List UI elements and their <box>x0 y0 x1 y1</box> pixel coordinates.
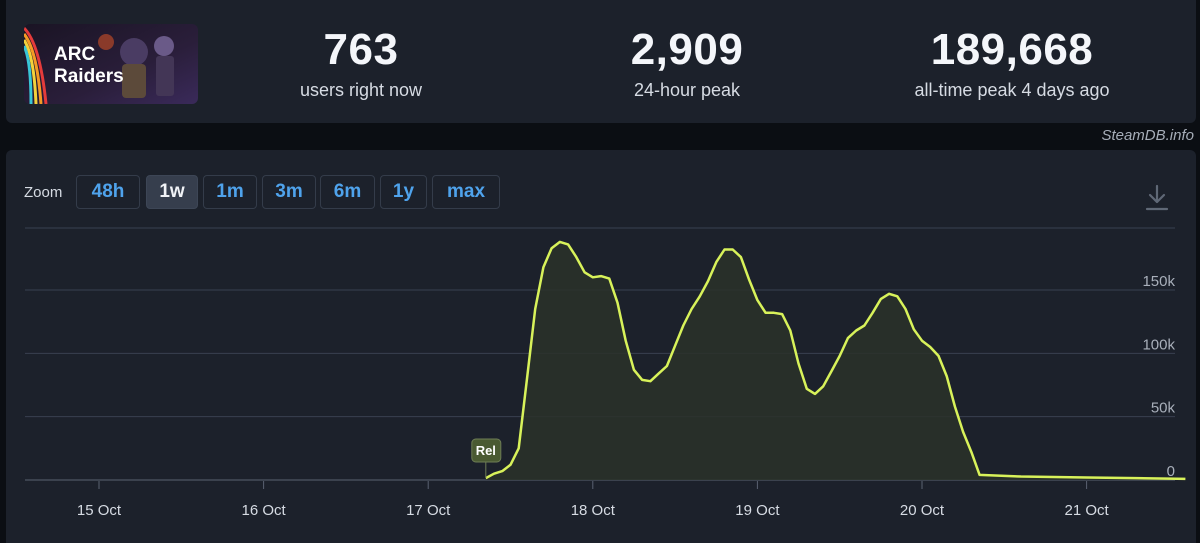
y-tick-label: 100k <box>1142 336 1175 353</box>
stat-all-time-peak: 189,668 all-time peak 4 days ago <box>862 24 1162 101</box>
current-users-value: 763 <box>323 25 399 74</box>
x-tick-label: 18 Oct <box>571 502 616 519</box>
release-marker[interactable] <box>471 438 502 463</box>
game-art-image: ARC Raiders <box>24 24 198 104</box>
zoom-label: Zoom <box>24 184 63 201</box>
series-area <box>485 241 1186 480</box>
download-icon <box>1145 184 1169 211</box>
game-logo[interactable]: ARC Raiders <box>24 24 198 104</box>
zoom-button-3m[interactable]: 3m <box>262 175 316 209</box>
zoom-button-1y[interactable]: 1y <box>380 175 427 209</box>
all-time-peak-value: 189,668 <box>930 25 1094 74</box>
y-tick-label: 0 <box>1167 463 1175 480</box>
peak-24h-value: 2,909 <box>630 25 744 74</box>
x-tick-label: 21 Oct <box>1065 502 1110 519</box>
peak-24h-label: 24-hour peak <box>633 80 741 100</box>
y-tick-label: 150k <box>1142 273 1175 290</box>
y-tick-label: 50k <box>1151 400 1176 417</box>
logo-text-raiders: Raiders <box>54 66 124 87</box>
stat-current-users: 763 users right now <box>211 24 511 101</box>
logo-text-arc: ARC <box>54 44 95 65</box>
zoom-button-6m[interactable]: 6m <box>320 175 375 209</box>
zoom-button-max[interactable]: max <box>432 175 500 209</box>
zoom-button-1m[interactable]: 1m <box>203 175 257 209</box>
stats-panel <box>6 0 1196 123</box>
all-time-peak-label: all-time peak 4 days ago <box>914 80 1110 100</box>
current-users-label: users right now <box>299 80 423 100</box>
zoom-button-1w[interactable]: 1w <box>146 175 198 209</box>
release-marker-label: Rel <box>476 443 496 458</box>
stat-24h-peak: 2,909 24-hour peak <box>537 24 837 101</box>
series-line[interactable] <box>485 240 1186 481</box>
download-button[interactable] <box>1144 184 1170 212</box>
zoom-button-48h[interactable]: 48h <box>76 175 140 209</box>
x-tick-label: 16 Oct <box>242 502 287 519</box>
steamdb-watermark: SteamDB.info <box>1101 127 1194 144</box>
x-tick-label: 19 Oct <box>735 502 780 519</box>
x-tick-label: 17 Oct <box>406 502 451 519</box>
x-tick-label: 15 Oct <box>77 502 122 519</box>
x-tick-label: 20 Oct <box>900 502 945 519</box>
